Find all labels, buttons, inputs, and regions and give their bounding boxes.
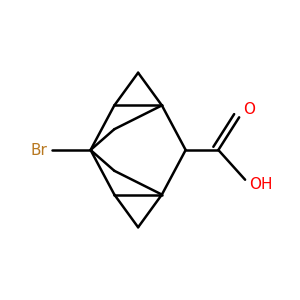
Text: Br: Br bbox=[31, 142, 47, 158]
Text: OH: OH bbox=[250, 177, 273, 192]
Text: O: O bbox=[244, 102, 256, 117]
